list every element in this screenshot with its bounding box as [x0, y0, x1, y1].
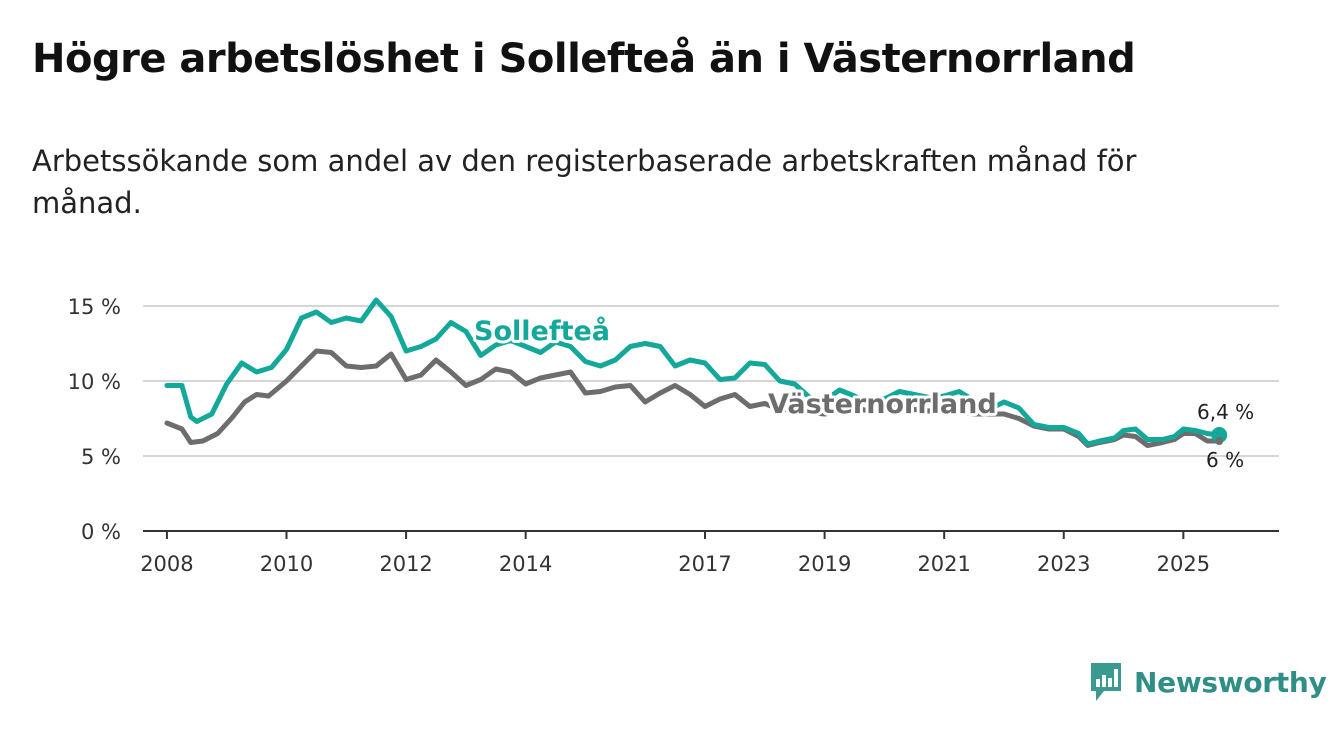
- x-axis-ticks: 2008 2010 2012 2014 2017 2019 2021 2023 2025: [140, 531, 1210, 576]
- end-values: 6,4 % 6 %: [1197, 400, 1254, 472]
- end-point-solleftea: [1211, 427, 1228, 443]
- y-tick-label: 15 %: [68, 295, 121, 319]
- x-tick-label: 2025: [1157, 552, 1210, 576]
- x-tick-label: 2012: [379, 552, 432, 576]
- series-label-vasternorrland: Västernorrland: [768, 389, 997, 420]
- series-lines: [164, 297, 1222, 448]
- series-labels: Sollefteå Västernorrland: [471, 312, 1000, 423]
- y-tick-label: 10 %: [68, 370, 121, 394]
- chart-subtitle: Arbetssökande som andel av den registerb…: [32, 144, 1137, 220]
- series-line-solleftea: [164, 297, 1222, 447]
- brand[interactable]: Newsworthy: [1088, 660, 1327, 704]
- series-label-solleftea: Sollefteå: [474, 315, 610, 347]
- x-tick-label: 2021: [917, 552, 970, 576]
- newsworthy-logo-icon: [1091, 663, 1121, 701]
- end-label-vasternorrland: 6 %: [1206, 448, 1244, 472]
- x-tick-label: 2023: [1037, 552, 1090, 576]
- y-tick-label: 5 %: [81, 445, 121, 469]
- x-tick-label: 2008: [140, 552, 193, 576]
- x-tick-label: 2017: [678, 552, 731, 576]
- brand-name: Newsworthy: [1134, 665, 1327, 699]
- end-label-solleftea: 6,4 %: [1197, 400, 1254, 424]
- y-axis-ticks: 0 % 5 % 10 % 15 %: [68, 295, 121, 544]
- x-tick-label: 2019: [798, 552, 851, 576]
- series-line-vasternorrland: [164, 348, 1222, 448]
- gridlines: [143, 305, 1279, 457]
- x-tick-label: 2014: [499, 552, 552, 576]
- end-point-vasternorrland: [1215, 437, 1224, 445]
- x-tick-label: 2010: [260, 552, 313, 576]
- y-tick-label: 0 %: [81, 520, 121, 544]
- chart-title: Högre arbetslöshet i Sollefteå än i Väst…: [32, 36, 1136, 82]
